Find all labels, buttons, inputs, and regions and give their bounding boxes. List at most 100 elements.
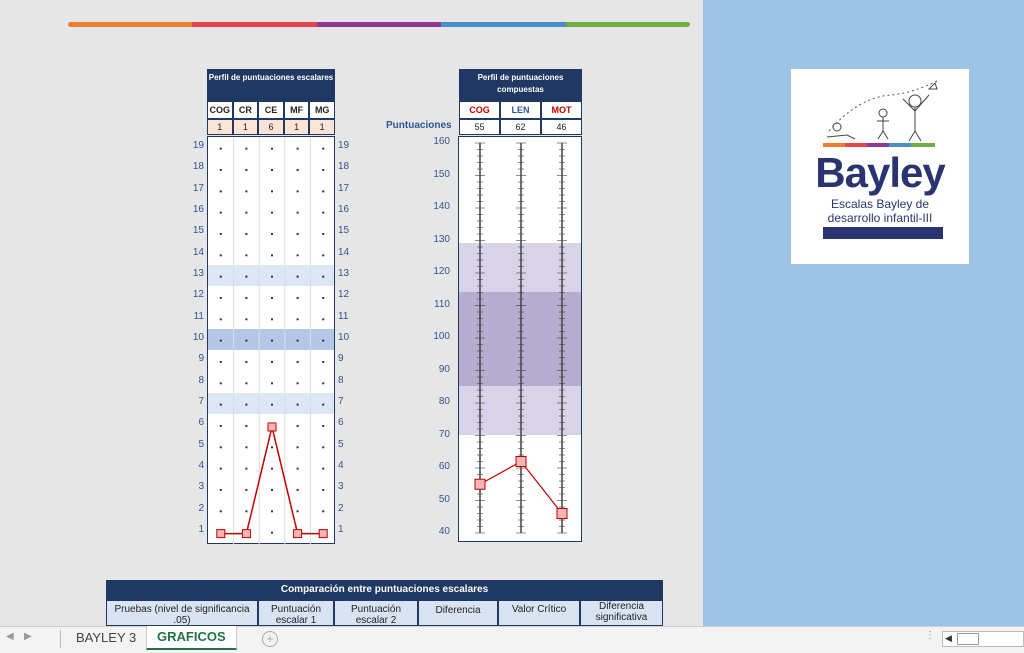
scalar-y-label-right: 19 bbox=[338, 140, 350, 151]
tab-bayley-3[interactable]: BAYLEY 3 bbox=[76, 630, 137, 645]
bayley-logo: Bayley Escalas Bayley de desarrollo infan… bbox=[791, 69, 969, 264]
scalar-y-label-right: 8 bbox=[338, 374, 344, 386]
scalar-point-mg bbox=[318, 529, 328, 539]
scalar-chart bbox=[207, 136, 335, 545]
composite-chart bbox=[458, 136, 582, 542]
header-pruebas: Pruebas (nivel de significancia .05) bbox=[106, 600, 258, 626]
header-diferencia: Diferencia bbox=[418, 600, 498, 626]
tab-graficos[interactable]: GRAFICOS bbox=[146, 626, 237, 650]
scalar-y-label: 4 bbox=[198, 459, 204, 471]
composite-y-label: 50 bbox=[438, 493, 450, 505]
scalar-y-label: 14 bbox=[192, 246, 204, 258]
scalar-col-ce: CE bbox=[258, 101, 284, 119]
scalar-col-cr: CR bbox=[232, 101, 259, 119]
scalar-point-cog bbox=[216, 529, 226, 539]
prev-sheet-icon[interactable]: ◀ bbox=[6, 631, 14, 642]
rainbow-bar bbox=[68, 22, 690, 27]
composite-col-len: LEN bbox=[500, 101, 541, 119]
scalar-y-label: 16 bbox=[192, 203, 204, 215]
scalar-y-label: 3 bbox=[198, 481, 204, 493]
header-puntuacion-1: Puntuación escalar 1 bbox=[258, 600, 334, 626]
scalar-value-cog: 1 bbox=[207, 119, 233, 135]
puntuaciones-label: Puntuaciones bbox=[386, 120, 452, 131]
composite-value-len: 62 bbox=[500, 119, 541, 135]
scalar-value-mf: 1 bbox=[283, 119, 310, 135]
scalar-y-label-right: 6 bbox=[338, 417, 344, 429]
composite-y-label: 150 bbox=[433, 168, 450, 180]
scalar-y-label-right: 4 bbox=[338, 459, 344, 471]
composite-y-label: 60 bbox=[438, 461, 450, 472]
scalar-value-mg: 1 bbox=[309, 119, 335, 135]
scalar-y-label: 17 bbox=[192, 182, 204, 194]
scalar-point-ce bbox=[267, 422, 277, 432]
scroll-thumb[interactable] bbox=[957, 633, 979, 645]
scalar-y-label-right: 3 bbox=[338, 481, 344, 493]
scalar-y-label: 19 bbox=[192, 140, 204, 151]
options-icon[interactable]: ⋮ bbox=[925, 630, 935, 641]
header-puntuacion-2: Puntuación escalar 2 bbox=[334, 600, 418, 626]
scalar-y-label: 8 bbox=[198, 374, 204, 386]
composite-profile-title: Perfil de puntuaciones compuestas bbox=[459, 69, 582, 101]
composite-y-label: 120 bbox=[433, 266, 450, 277]
scalar-col-cog: COG bbox=[207, 101, 233, 119]
composite-point-mot bbox=[556, 508, 568, 519]
scalar-y-label-right: 12 bbox=[338, 289, 350, 301]
composite-y-label: 100 bbox=[433, 331, 450, 342]
composite-col-cog: COG bbox=[459, 101, 500, 119]
scalar-value-cr: 1 bbox=[232, 119, 259, 135]
scalar-y-label: 9 bbox=[198, 353, 204, 365]
scalar-y-label: 11 bbox=[193, 310, 204, 322]
next-sheet-icon[interactable]: ▶ bbox=[24, 631, 32, 642]
scalar-y-label-right: 5 bbox=[338, 438, 344, 450]
scalar-y-label-right: 7 bbox=[338, 395, 344, 407]
composite-y-label: 140 bbox=[433, 201, 450, 212]
scalar-y-label-right: 9 bbox=[338, 353, 344, 365]
composite-y-label: 90 bbox=[438, 363, 450, 375]
scroll-left-icon[interactable]: ◀ bbox=[945, 633, 952, 643]
composite-col-mot: MOT bbox=[541, 101, 582, 119]
scalar-y-label: 10 bbox=[192, 331, 204, 343]
composite-value-cog: 55 bbox=[459, 119, 500, 135]
add-sheet-icon[interactable]: + bbox=[262, 631, 278, 647]
logo-title: Bayley bbox=[815, 149, 945, 196]
scalar-value-ce: 6 bbox=[258, 119, 284, 135]
scalar-y-label: 5 bbox=[198, 438, 204, 450]
composite-y-label: 70 bbox=[438, 428, 450, 440]
scalar-point-mf bbox=[293, 529, 303, 539]
scalar-y-label-right: 2 bbox=[338, 502, 344, 514]
scalar-profile-title: Perfil de puntuaciones escalares bbox=[207, 69, 335, 101]
scalar-y-label: 1 bbox=[198, 523, 204, 535]
scalar-y-label-right: 10 bbox=[338, 331, 350, 343]
header-diferencia-significativa: Diferencia significativa bbox=[580, 600, 663, 626]
scalar-y-label: 18 bbox=[192, 161, 204, 173]
worksheet: Perfil de puntuaciones escalares COG 1 CR 1… bbox=[68, 22, 690, 626]
composite-y-label: 40 bbox=[438, 526, 450, 537]
composite-y-label: 160 bbox=[433, 136, 450, 147]
scalar-y-label: 12 bbox=[192, 289, 204, 301]
children-illustration-icon bbox=[823, 80, 943, 239]
scalar-y-label: 15 bbox=[192, 225, 204, 237]
scalar-col-mg: MG bbox=[309, 101, 335, 119]
scalar-y-label: 7 bbox=[198, 395, 204, 407]
composite-point-cog bbox=[474, 478, 486, 490]
composite-value-mot: 46 bbox=[541, 119, 582, 135]
comparison-table-title: Comparación entre puntuaciones escalares bbox=[106, 580, 663, 600]
scalar-y-label-right: 13 bbox=[338, 267, 350, 279]
header-valor-critico: Valor Crítico bbox=[498, 600, 580, 626]
composite-y-label: 110 bbox=[434, 298, 450, 310]
scalar-y-label: 6 bbox=[198, 417, 204, 429]
scalar-y-label-right: 15 bbox=[338, 225, 350, 237]
scalar-y-label: 13 bbox=[192, 267, 204, 279]
composite-y-label: 130 bbox=[433, 233, 450, 245]
scalar-y-label-right: 18 bbox=[338, 161, 350, 173]
comparison-table: Comparación entre puntuaciones escalares… bbox=[106, 580, 663, 626]
scalar-col-mf: MF bbox=[283, 101, 310, 119]
horizontal-scrollbar[interactable]: ◀ bbox=[942, 631, 1024, 647]
scalar-y-label-right: 17 bbox=[338, 182, 350, 194]
logo-subtitle: Escalas Bayley de desarrollo infantil-III bbox=[827, 197, 933, 225]
scalar-y-label-right: 14 bbox=[338, 246, 350, 258]
scalar-y-label-right: 11 bbox=[338, 310, 349, 322]
scalar-y-label-right: 1 bbox=[338, 523, 344, 535]
composite-point-len bbox=[515, 456, 527, 467]
sheet-tab-bar: ◀ ▶ BAYLEY 3 GRAFICOS + ⋮ ◀ bbox=[0, 626, 1024, 653]
